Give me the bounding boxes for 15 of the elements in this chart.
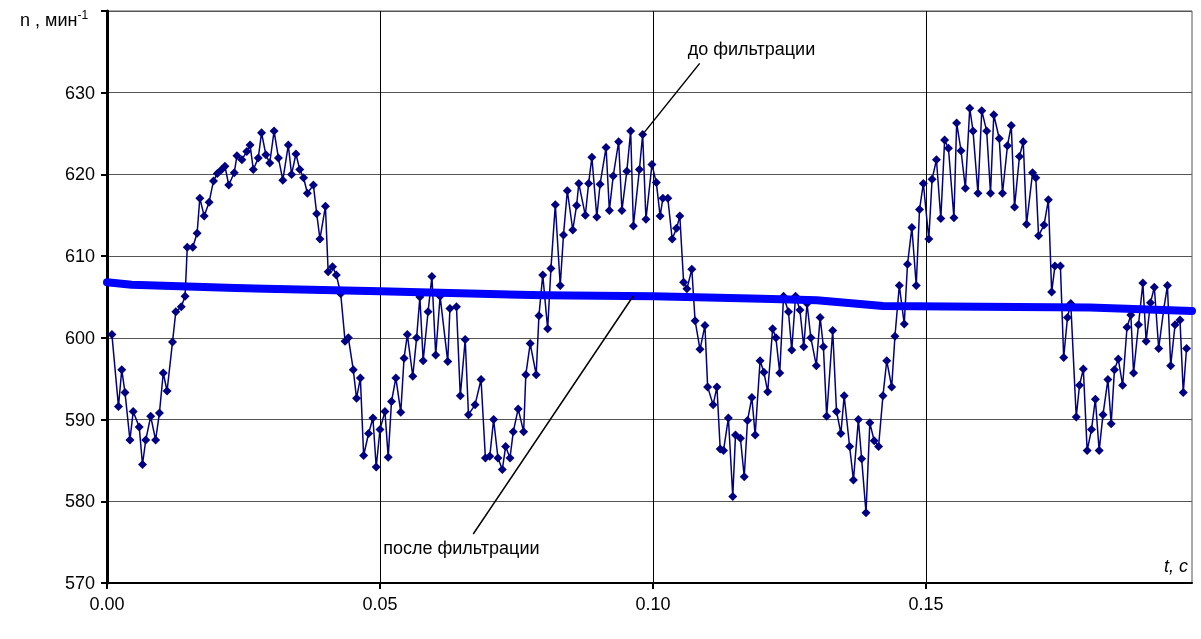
x-axis-title: t, c	[1163, 556, 1188, 576]
x-tick-label: 0.05	[362, 594, 398, 614]
y-axis-title: n , мин$^{-1}$	[20, 7, 89, 31]
y-tick-label: 570	[64, 573, 95, 593]
y-tick-label: 610	[64, 246, 95, 267]
x-tick-label: 0.00	[89, 594, 125, 614]
y-tick-label: 620	[64, 164, 95, 185]
y-tick-label: 590	[64, 409, 95, 430]
text: после фильтрации	[383, 538, 540, 559]
x-tick-label: 0.10	[635, 594, 671, 614]
x-tick-label: 0.15	[908, 594, 944, 614]
y-tick-label: 600	[64, 327, 95, 348]
y-tick-label: 630	[64, 82, 95, 103]
text: до фильтрации	[687, 39, 816, 60]
y-tick-label: 580	[64, 491, 95, 512]
